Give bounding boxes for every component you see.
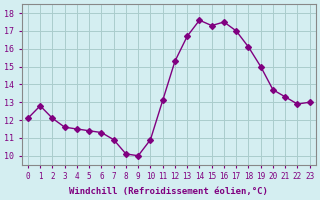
X-axis label: Windchill (Refroidissement éolien,°C): Windchill (Refroidissement éolien,°C) — [69, 187, 268, 196]
